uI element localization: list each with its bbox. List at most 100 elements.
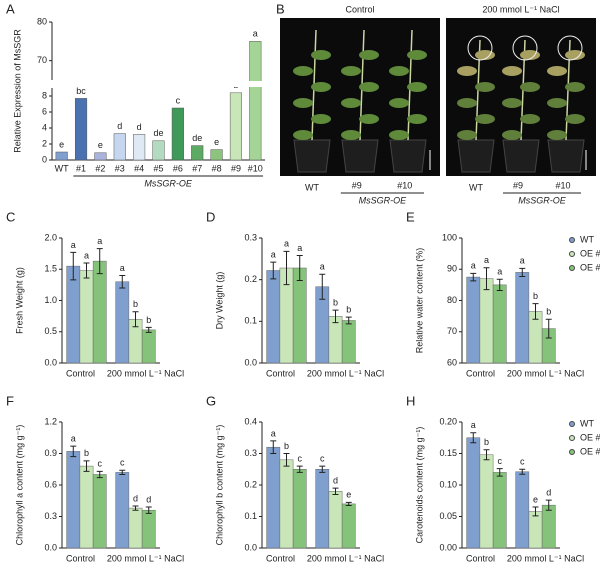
x-tick-label: #5: [153, 163, 163, 173]
leaves: [502, 66, 522, 76]
axis-break: [48, 81, 267, 87]
bar-letter: a: [271, 250, 276, 260]
y-tick-label: 0.2: [244, 274, 257, 284]
leaves: [293, 130, 313, 140]
leaves: [359, 114, 379, 124]
y-tick-label: 0.1: [244, 316, 257, 326]
error-bar: [132, 505, 139, 511]
error-bar: [519, 468, 526, 475]
error-bar: [296, 465, 303, 473]
y-tick-label: 1.2: [44, 416, 57, 426]
error-bar: [545, 499, 552, 511]
bar: [94, 152, 107, 161]
bar-letter: b: [146, 315, 151, 325]
error-bar: [496, 278, 503, 291]
bar: [128, 507, 143, 549]
leaves: [389, 98, 409, 108]
bar: [541, 504, 556, 549]
x-tick-label: Control: [466, 553, 495, 563]
y-tick-label: 80: [37, 16, 47, 26]
bar-letter: a: [271, 428, 276, 438]
bar: [66, 265, 81, 364]
x-tick-label: #4: [134, 163, 144, 173]
panel-letter: H: [406, 393, 415, 408]
leaves: [457, 98, 477, 108]
leaves: [547, 98, 567, 108]
leaves: [389, 66, 409, 76]
bar: [479, 278, 494, 364]
error-bar: [319, 273, 326, 300]
bar: [115, 281, 130, 364]
error-bar: [496, 468, 503, 477]
x-tick-label: #3: [115, 163, 125, 173]
pot: [457, 139, 495, 173]
bar: [492, 284, 507, 364]
panel-letter: C: [6, 209, 15, 224]
legend-label: OE #9: [580, 432, 600, 442]
error-bar: [483, 267, 490, 291]
error-bar: [296, 255, 303, 281]
x-tick-label: #9: [231, 163, 241, 173]
y-tick-label: 0: [42, 154, 47, 164]
bar-letter: c: [97, 459, 102, 469]
bar-letter: a: [97, 236, 102, 246]
x-tick-label: #8: [212, 163, 222, 173]
bar: [66, 451, 81, 549]
plant-label: #10: [555, 180, 570, 190]
bar-letter: c: [176, 95, 181, 105]
panel-letter: E: [406, 209, 415, 224]
y-tick-label: 0.9: [44, 448, 57, 458]
y-axis-label: Dry Weight (g): [214, 272, 224, 330]
x-tick-label: Control: [266, 368, 295, 378]
legend-marker: [569, 237, 575, 243]
y-tick-label: 1.5: [44, 264, 57, 274]
x-tick-label: 200 mmol L⁻¹ NaCl: [507, 553, 584, 563]
bar: [328, 491, 343, 549]
bar: [141, 509, 156, 549]
y-tick-label: 0.2: [244, 479, 257, 489]
bar: [341, 320, 356, 364]
leaves: [457, 66, 477, 76]
y-tick-label: 0.3: [244, 448, 257, 458]
bar-letter: b: [546, 307, 551, 317]
leaves: [407, 114, 427, 124]
leaves: [407, 82, 427, 92]
y-tick-label: 0.4: [244, 416, 257, 426]
bar-letter: de: [192, 133, 202, 143]
bar-letter: d: [146, 494, 151, 504]
bar-letter: e: [214, 137, 219, 147]
bar-letter: a: [71, 434, 76, 444]
legend-label: OE #10: [580, 262, 600, 272]
bar: [133, 134, 146, 161]
bar-letter: e: [59, 139, 64, 149]
bar-letter: a: [320, 262, 325, 272]
error-bar: [519, 267, 526, 277]
bar-letter: b: [533, 291, 538, 301]
pot: [502, 139, 540, 173]
leaves: [341, 98, 361, 108]
legend-marker: [569, 265, 575, 271]
x-tick-label: #1: [76, 163, 86, 173]
error-bar: [70, 251, 77, 281]
bar-letter: a: [471, 261, 476, 271]
condition-label: Control: [345, 4, 374, 14]
leaves: [475, 114, 495, 124]
leaves: [475, 82, 495, 92]
bar-letter: de: [153, 128, 163, 138]
x-tick-label: 200 mmol L⁻¹ NaCl: [507, 368, 584, 378]
y-tick-label: 0.3: [244, 232, 257, 242]
y-axis-label: Relative water content (%): [414, 248, 424, 354]
leaves: [520, 82, 540, 92]
bar: [55, 151, 68, 161]
zoom-circle: [467, 35, 493, 61]
x-tick-label: 200 mmol L⁻¹ NaCl: [107, 553, 184, 563]
y-tick-label: 0.0: [244, 542, 257, 552]
bar: [92, 260, 107, 364]
x-tick-label: #10: [248, 163, 263, 173]
bar-letter: c: [297, 453, 302, 463]
bar: [191, 145, 204, 161]
leaves: [565, 50, 585, 60]
error-bar: [283, 453, 290, 467]
y-tick-label: 60: [447, 357, 457, 367]
pot: [547, 139, 585, 173]
